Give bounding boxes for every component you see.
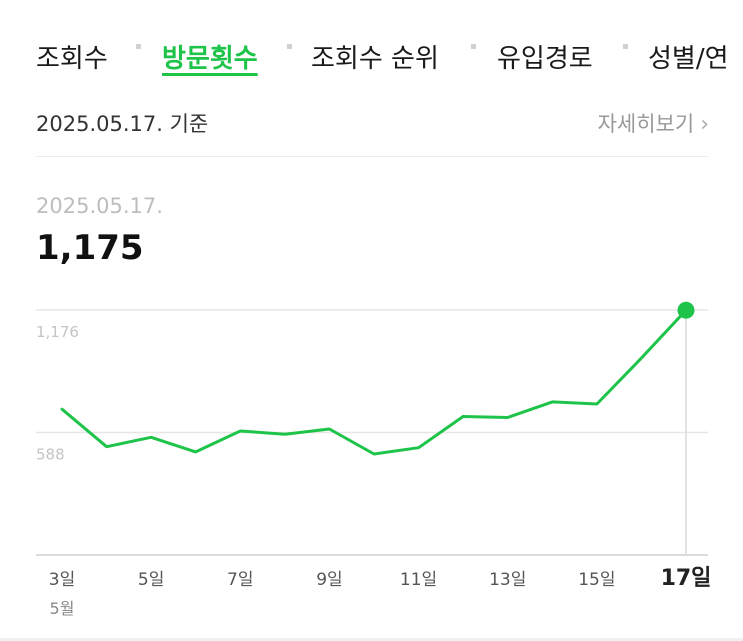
x-month-label: 5월 <box>50 599 75 618</box>
y-tick-label: 1,176 <box>36 323 79 341</box>
y-tick-label: 588 <box>36 446 65 464</box>
tab-visits[interactable]: 방문횟수 <box>162 44 258 74</box>
chevron-right-icon: › <box>700 112 709 137</box>
tab-views[interactable]: 조회수 <box>36 44 108 74</box>
x-tick-label: 13일 <box>489 570 526 590</box>
tab-separator-dot <box>623 44 628 49</box>
x-tick-label: 3일 <box>49 570 75 590</box>
highlighted-data-point <box>677 301 695 319</box>
tab-referrer[interactable]: 유입경로 <box>497 44 593 74</box>
x-tick-label: 5일 <box>138 570 164 590</box>
tab-separator-dot <box>471 44 476 49</box>
bottom-divider <box>0 638 743 641</box>
selected-value: 1,175 <box>36 228 144 268</box>
x-tick-label: 7일 <box>227 570 253 590</box>
visits-line-chart[interactable]: 1,176 588 3일 5일 7일 9일 11일 13일 15일 17일 5월 <box>0 290 743 630</box>
x-tick-label: 11일 <box>400 570 437 590</box>
tab-separator-dot <box>287 44 292 49</box>
tab-view-ranking[interactable]: 조회수 순위 <box>311 44 439 74</box>
x-tick-label: 15일 <box>578 570 615 590</box>
detail-link-label: 자세히보기 <box>597 112 695 136</box>
tab-separator-dot <box>136 44 141 49</box>
detail-link[interactable]: 자세히보기 › <box>598 108 709 138</box>
tab-bar: 조회수 방문횟수 조회수 순위 유입경로 성별/연 <box>0 38 743 78</box>
tab-gender-age[interactable]: 성별/연 <box>648 44 729 74</box>
series-line <box>60 308 688 456</box>
x-tick-label: 17일 <box>661 566 712 591</box>
x-tick-label: 9일 <box>316 570 342 590</box>
basis-date: 2025.05.17. 기준 <box>36 112 209 136</box>
selected-date: 2025.05.17. <box>36 194 163 218</box>
divider <box>36 156 708 157</box>
